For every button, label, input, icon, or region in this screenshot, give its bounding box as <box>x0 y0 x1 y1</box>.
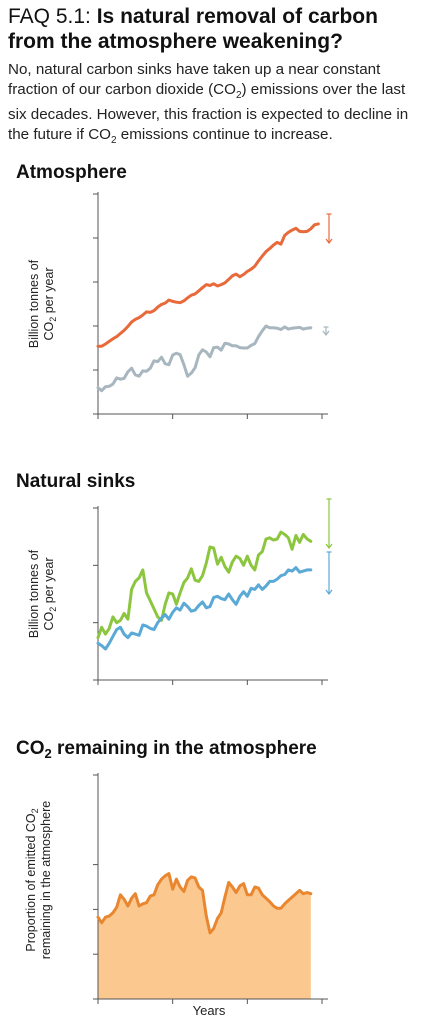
ocean-bracket-arrow <box>325 589 333 595</box>
intro-sub-1: 2 <box>235 89 242 101</box>
series-line <box>96 566 313 651</box>
y-axis-label: Proportion of emitted CO2 remaining in t… <box>24 801 53 959</box>
svg-text:CO2 per year: CO2 per year <box>42 267 58 340</box>
svg-text:Billion tonnes of: Billion tonnes of <box>27 259 41 348</box>
y-axis-label: Billion tonnes of CO2 per year <box>27 549 58 638</box>
natural-sinks-chart: Natural sinks Billion tonnes of CO2 per … <box>16 471 333 685</box>
area-fill <box>98 873 311 999</box>
svg-text:Proportion of emitted CO2: Proportion of emitted CO2 <box>24 808 40 951</box>
chart-title: Natural sinks <box>16 471 135 492</box>
page-title: FAQ 5.1: Is natural removal of carbon fr… <box>8 4 428 54</box>
intro-text-3: emissions continue to increase. <box>116 125 333 143</box>
atmospheric-growth-bracket-arrow <box>322 330 330 336</box>
land-bracket-arrow <box>325 543 333 549</box>
chart-title: Atmosphere <box>16 162 127 183</box>
header: FAQ 5.1: Is natural removal of carbon fr… <box>8 4 428 150</box>
series-line <box>96 222 320 348</box>
human-emissions-bracket-arrow <box>325 238 333 244</box>
svg-text:Billion tonnes of: Billion tonnes of <box>27 549 41 638</box>
faq-question: Is natural removal of carbon from the at… <box>8 5 378 53</box>
series-line <box>96 324 313 393</box>
atmosphere-chart: Atmosphere Billion tonnes of CO2 per yea… <box>16 162 333 419</box>
svg-text:remaining in the atmosphere: remaining in the atmosphere <box>39 801 53 959</box>
intro-sub-2: 2 <box>110 134 117 146</box>
series-line <box>96 530 313 640</box>
svg-text:CO2 per year: CO2 per year <box>42 557 58 630</box>
faq-label: FAQ 5.1: <box>8 5 97 28</box>
intro-text-1: No, natural carbon sinks have taken up a… <box>8 61 381 98</box>
intro-text-2: ) emissions over the last six decades. H… <box>8 80 409 143</box>
series-line <box>96 872 313 935</box>
airborne-fraction-chart: CO2 remaining in the atmosphere Proporti… <box>16 738 328 1018</box>
chart-title: CO2 remaining in the atmosphere <box>16 738 317 761</box>
x-axis-label: Years <box>193 1003 226 1018</box>
intro-paragraph: No, natural carbon sinks have taken up a… <box>8 60 428 150</box>
y-axis-label: Billion tonnes of CO2 per year <box>27 259 58 348</box>
